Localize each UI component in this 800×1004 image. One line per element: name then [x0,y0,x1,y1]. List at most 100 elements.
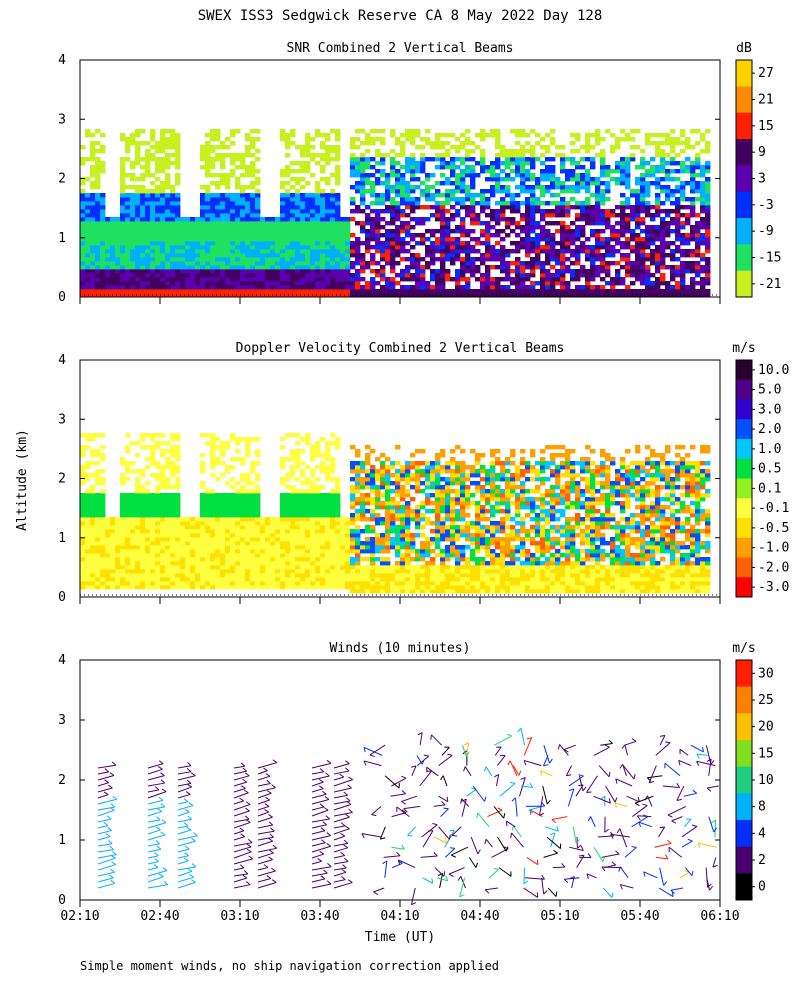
snr-cell [305,241,310,245]
snr-cell [685,197,690,201]
doppler-cell [170,469,175,473]
snr-cell [280,137,285,141]
snr-cell [495,145,500,149]
snr-cell [365,241,370,245]
snr-cell [600,257,605,261]
snr-cell [185,281,190,285]
snr-cell [240,269,245,273]
snr-cell [575,237,580,241]
snr-cell [185,249,190,253]
doppler-cell [255,565,260,569]
snr-cell [345,269,350,273]
snr-cell [120,197,125,201]
snr-cell [335,145,340,149]
snr-cell [390,197,395,201]
colorbar-label: 9 [758,145,766,160]
snr-cell [380,245,385,249]
snr-cell [385,209,390,213]
doppler-cell [235,521,240,525]
doppler-cell [120,561,125,565]
doppler-cell [240,477,245,481]
snr-cell [600,173,605,177]
snr-cell [475,237,480,241]
snr-cell [540,185,545,189]
snr-cell [655,165,660,169]
snr-cell [350,209,355,213]
snr-cell [585,141,590,145]
doppler-cell [285,485,290,489]
snr-cell [575,273,580,277]
doppler-cell [240,521,245,525]
snr-cell [520,265,525,269]
snr-cell [90,165,95,169]
snr-cell [235,229,240,233]
snr-cell [590,181,595,185]
snr-cell [305,281,310,285]
doppler-cell [85,585,90,589]
doppler-cell [295,569,300,573]
snr-cell [205,237,210,241]
doppler-cell [200,529,205,533]
snr-cell [640,189,645,193]
snr-cell [230,273,235,277]
snr-cell [555,193,560,197]
snr-cell [405,233,410,237]
snr-cell [215,173,220,177]
snr-cell [415,261,420,265]
snr-cell [705,145,710,149]
snr-cell [370,185,375,189]
snr-cell [100,221,105,225]
doppler-cell [80,509,85,513]
doppler-cell [295,549,300,553]
snr-cell [595,273,600,277]
snr-cell [135,245,140,249]
snr-cell [465,149,470,153]
snr-cell [120,245,125,249]
snr-cell [645,233,650,237]
snr-cell [660,241,665,245]
snr-cell [115,285,120,289]
snr-cell [495,181,500,185]
snr-cell [345,225,350,229]
snr-cell [300,209,305,213]
snr-cell [255,261,260,265]
snr-cell [530,225,535,229]
snr-cell [510,217,515,221]
doppler-cell [170,545,175,549]
snr-cell [375,229,380,233]
snr-cell [395,233,400,237]
snr-cell [585,137,590,141]
doppler-cell [85,505,90,509]
snr-cell [445,221,450,225]
doppler-cell [85,493,90,497]
doppler-cell [165,525,170,529]
doppler-cell [270,577,275,581]
snr-cell [205,241,210,245]
doppler-cell [115,569,120,573]
doppler-cell [160,561,165,565]
doppler-cell [100,533,105,537]
snr-cell [470,165,475,169]
snr-cell [290,249,295,253]
snr-cell [440,157,445,161]
snr-cell [695,269,700,273]
doppler-cell [185,517,190,521]
doppler-cell [140,501,145,505]
snr-cell [250,225,255,229]
snr-cell [450,145,455,149]
doppler-cell [215,477,220,481]
doppler-cell [300,577,305,581]
snr-cell [565,169,570,173]
doppler-cell [90,581,95,585]
doppler-cell [285,521,290,525]
snr-cell [215,133,220,137]
doppler-cell [175,573,180,577]
snr-cell [140,277,145,281]
snr-cell [530,193,535,197]
snr-cell [205,157,210,161]
snr-cell [505,289,510,293]
snr-cell [140,129,145,133]
snr-cell [335,289,340,293]
snr-cell [465,213,470,217]
snr-cell [200,225,205,229]
